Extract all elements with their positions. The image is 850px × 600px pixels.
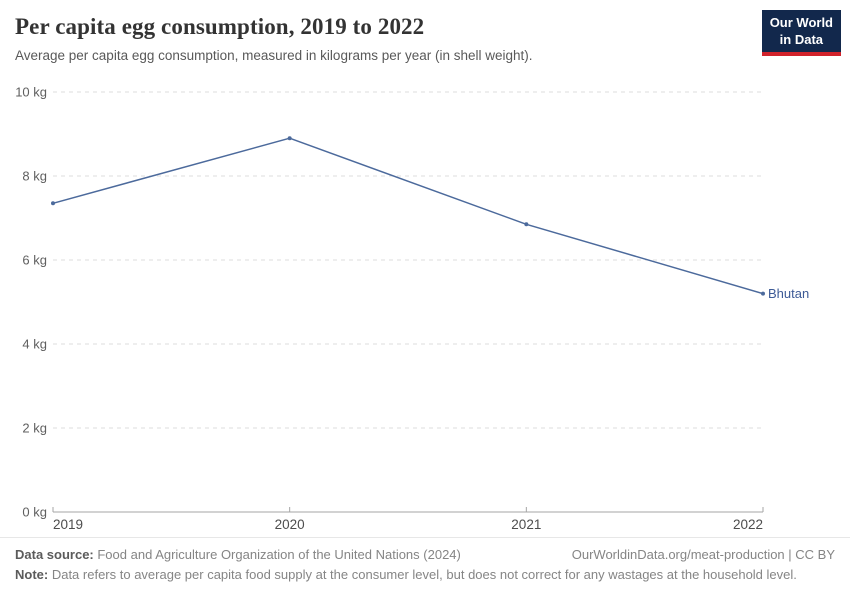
chart-subtitle: Average per capita egg consumption, meas…	[15, 48, 533, 63]
owid-citation-link[interactable]: OurWorldinData.org/meat-production | CC …	[571, 547, 835, 562]
footer-row-source: Data source: Food and Agriculture Organi…	[15, 547, 835, 562]
note-value: Data refers to average per capita food s…	[48, 567, 797, 582]
y-axis-tick-label: 8 kg	[22, 169, 47, 184]
data-source-text: Data source: Food and Agriculture Organi…	[15, 547, 461, 562]
footer-note: Note: Data refers to average per capita …	[15, 567, 835, 582]
line-chart[interactable]: 0 kg 2 kg 4 kg 6 kg 8 kg 10 kg 2019 2020 2021 202…	[0, 75, 850, 537]
x-axis-tick-label: 2021	[511, 517, 541, 532]
chart-canvas[interactable]: 0 kg 2 kg 4 kg 6 kg 8 kg 10 kg 2019 2020 2021 202…	[0, 75, 850, 537]
entity-label[interactable]: Bhutan	[768, 286, 809, 301]
owid-logo[interactable]: Our World in Data	[761, 10, 841, 57]
data-source-value: Food and Agriculture Organization of the…	[93, 547, 461, 562]
data-point[interactable]	[524, 222, 529, 227]
y-axis-tick-label: 6 kg	[22, 253, 47, 268]
y-axis-tick-label: 10 kg	[15, 85, 47, 100]
x-axis-tick-label: 2019	[53, 517, 83, 532]
y-axis-tick-label: 0 kg	[22, 505, 47, 520]
y-axis-tick-label: 2 kg	[22, 421, 47, 436]
owid-logo-line1: Our World	[769, 15, 833, 30]
data-source-label: Data source:	[15, 547, 94, 562]
y-axis-tick-label: 4 kg	[22, 337, 47, 352]
chart-title: Per capita egg consumption, 2019 to 2022	[15, 14, 425, 39]
x-axis-tick-label: 2020	[275, 517, 305, 532]
data-point[interactable]	[761, 291, 765, 296]
series-line[interactable]	[52, 137, 764, 295]
owid-logo-line2: in Data	[779, 31, 824, 47]
chart-footer: Data source: Food and Agriculture Organi…	[0, 537, 850, 600]
chart-header: Per capita egg consumption, 2019 to 2022…	[15, 14, 750, 63]
note-label: Note:	[15, 567, 49, 582]
data-point[interactable]	[51, 201, 55, 206]
data-point[interactable]	[287, 136, 292, 141]
x-axis-tick-label: 2022	[733, 517, 763, 532]
